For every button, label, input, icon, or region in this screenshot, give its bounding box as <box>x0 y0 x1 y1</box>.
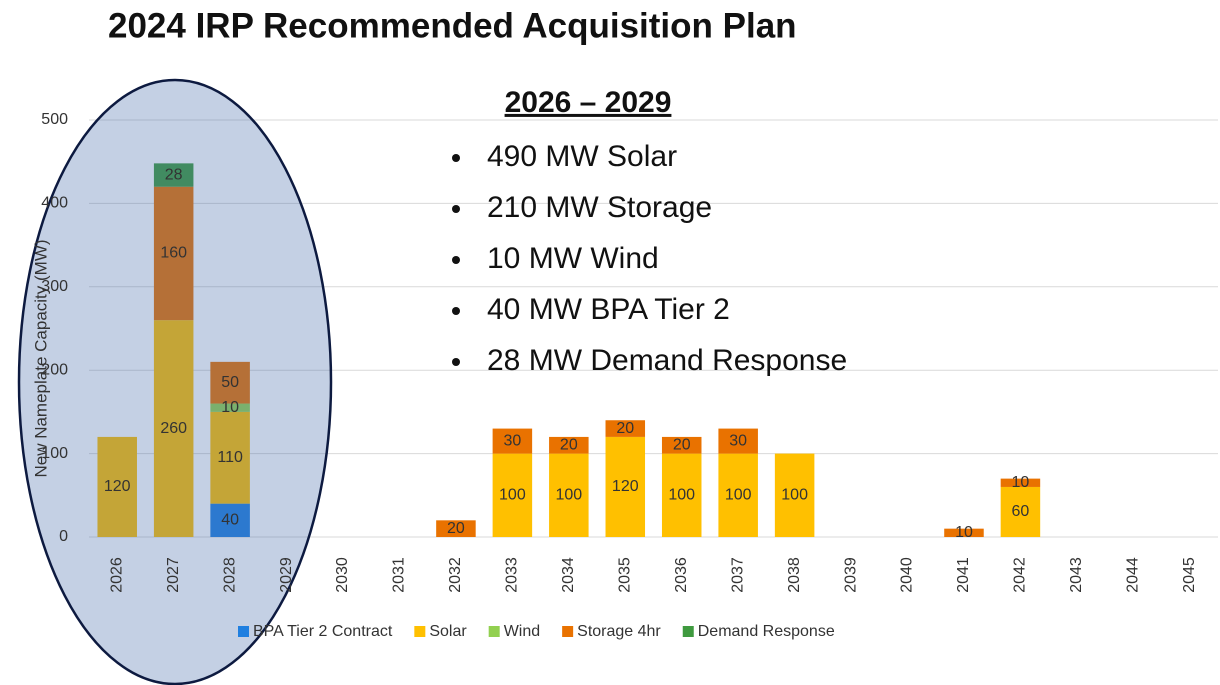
data-label: 100 <box>725 487 752 504</box>
bar-segment <box>605 420 646 437</box>
x-tick-label: 2028 <box>221 557 238 593</box>
annotation-item: 210 MW Storage <box>487 191 712 224</box>
bar-segment <box>718 453 758 537</box>
x-tick-label: 2038 <box>786 557 803 593</box>
x-tick-label: 2044 <box>1125 557 1142 593</box>
data-label: 28 <box>165 166 183 183</box>
data-label: 160 <box>160 245 187 262</box>
bar-segment <box>492 428 533 454</box>
bar-segment <box>1000 486 1041 537</box>
x-tick-label: 2027 <box>165 557 182 593</box>
annotation-item: 28 MW Demand Response <box>487 344 847 377</box>
bar-segment <box>549 453 589 537</box>
data-label: 100 <box>781 487 808 504</box>
x-tick-label: 2032 <box>447 557 464 593</box>
bullet <box>452 358 460 366</box>
data-label: 110 <box>217 449 243 466</box>
legend-swatch <box>682 626 694 637</box>
bar-segment <box>210 403 250 412</box>
bar-segment <box>661 436 702 454</box>
data-label: 60 <box>1012 503 1030 520</box>
x-tick-label: 2042 <box>1012 557 1029 593</box>
data-label: 20 <box>616 420 634 437</box>
bar-segment <box>153 186 194 321</box>
bullet <box>452 307 460 315</box>
bar-segment <box>210 361 250 404</box>
bullet <box>452 205 460 213</box>
chart-title: 2024 IRP Recommended Acquisition Plan <box>108 6 797 45</box>
bar-segment <box>1000 478 1041 487</box>
legend-swatch <box>488 626 500 637</box>
bar-segment <box>97 436 137 537</box>
legend-swatch <box>238 626 249 637</box>
x-tick-label: 2040 <box>899 557 916 593</box>
data-label: 10 <box>1012 474 1030 491</box>
bar-segment <box>718 428 758 454</box>
bar-segment <box>605 436 646 537</box>
legend-label: BPA Tier 2 Contract <box>253 623 393 640</box>
x-tick-label: 2031 <box>391 557 408 593</box>
data-label: 50 <box>221 374 239 391</box>
data-label: 120 <box>612 478 639 495</box>
y-tick-label: 500 <box>41 111 68 128</box>
x-tick-label: 2043 <box>1068 557 1085 593</box>
y-tick-label: 400 <box>41 195 68 212</box>
data-label: 260 <box>160 420 187 437</box>
highlight-ellipse <box>17 78 333 685</box>
annotation-item: 490 MW Solar <box>487 140 677 173</box>
y-axis-label: New Nameplate Capacity (MW) <box>31 239 50 477</box>
y-tick-label: 0 <box>59 528 68 545</box>
data-label: 20 <box>560 436 578 453</box>
bar-segment <box>153 163 194 187</box>
x-tick-label: 2036 <box>673 557 690 593</box>
annotation-item: 40 MW BPA Tier 2 <box>487 293 730 326</box>
x-tick-label: 2041 <box>955 557 972 593</box>
data-label: 30 <box>729 432 747 449</box>
x-tick-label: 2034 <box>560 557 577 593</box>
bar-segment <box>210 503 250 537</box>
legend-swatch <box>414 626 426 637</box>
x-tick-label: 2029 <box>278 557 295 593</box>
bar-segment <box>492 453 533 537</box>
x-tick-label: 2033 <box>504 557 521 593</box>
bar-segment <box>436 520 476 537</box>
data-label: 20 <box>447 520 465 537</box>
bar-segment <box>774 453 815 537</box>
annotation-title: 2026 – 2029 <box>505 86 672 119</box>
legend-label: Storage 4hr <box>577 623 661 640</box>
bar-segment <box>210 411 250 504</box>
bullet <box>452 154 460 162</box>
data-label: 100 <box>555 487 582 504</box>
bar-segment <box>661 453 702 537</box>
bar-segment <box>944 528 984 537</box>
data-label: 20 <box>673 436 691 453</box>
data-label: 100 <box>668 487 695 504</box>
legend-label: Demand Response <box>698 623 835 640</box>
bullet <box>452 256 460 264</box>
legend-swatch <box>562 626 574 637</box>
bar-segment <box>549 436 589 454</box>
x-tick-label: 2026 <box>108 557 125 593</box>
x-tick-label: 2045 <box>1181 557 1198 593</box>
y-tick-label: 100 <box>41 445 68 462</box>
annotation-item: 10 MW Wind <box>487 242 659 275</box>
data-label: 120 <box>104 478 131 495</box>
x-tick-label: 2039 <box>842 557 859 593</box>
x-tick-label: 2030 <box>334 557 351 593</box>
x-tick-label: 2037 <box>729 557 746 593</box>
data-label: 10 <box>221 399 239 416</box>
data-label: 100 <box>499 487 526 504</box>
x-tick-label: 2035 <box>616 557 633 593</box>
data-label: 10 <box>955 524 973 541</box>
y-tick-label: 300 <box>41 278 68 295</box>
legend-label: Wind <box>504 623 540 640</box>
legend-label: Solar <box>429 623 467 640</box>
data-label: 40 <box>221 512 239 529</box>
bar-segment <box>153 320 194 537</box>
data-label: 30 <box>503 432 521 449</box>
y-tick-label: 200 <box>41 361 68 378</box>
